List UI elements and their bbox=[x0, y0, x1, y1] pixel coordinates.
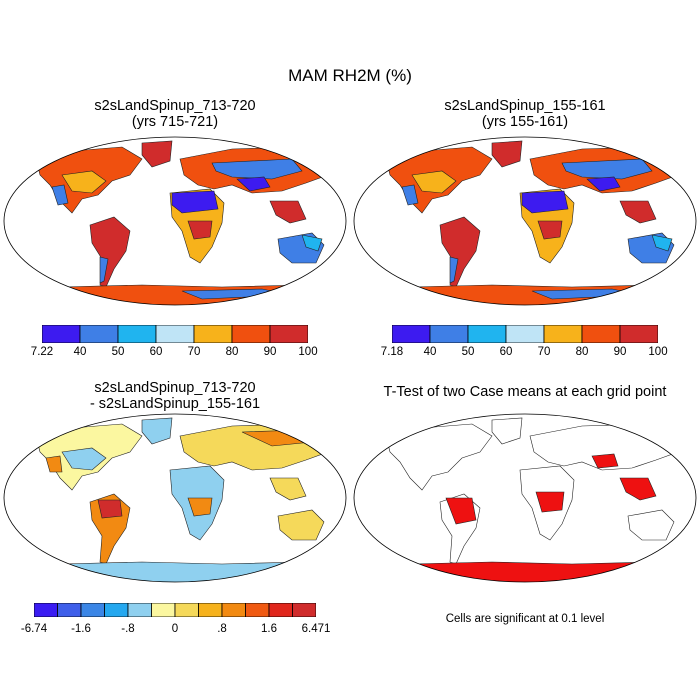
colorbar-difference bbox=[34, 603, 316, 617]
colorbar-swatch bbox=[429, 325, 469, 343]
colorbar-label: 60 bbox=[499, 346, 513, 358]
colorbar-swatch bbox=[268, 603, 293, 617]
colorbar-label: 90 bbox=[263, 346, 277, 358]
colorbar-swatch bbox=[269, 325, 308, 343]
colorbar-swatch bbox=[127, 603, 152, 617]
map-rh-case2 bbox=[353, 136, 697, 306]
colorbar-label: .8 bbox=[217, 623, 227, 635]
colorbar-swatch bbox=[79, 325, 119, 343]
colorbar-label: 70 bbox=[187, 346, 201, 358]
significance-note: Cells are significant at 0.1 level bbox=[445, 613, 605, 625]
colorbar-swatch bbox=[117, 325, 157, 343]
colorbar-swatch bbox=[198, 603, 223, 617]
colorbar-label: 0 bbox=[171, 623, 179, 635]
colorbar-swatch bbox=[619, 325, 658, 343]
colorbar-label: 80 bbox=[225, 346, 239, 358]
colorbar-swatch bbox=[467, 325, 507, 343]
panel4-title: T-Test of two Case means at each grid po… bbox=[383, 384, 667, 400]
colorbar-swatch bbox=[174, 603, 199, 617]
colorbar-swatch bbox=[193, 325, 233, 343]
colorbar-swatch bbox=[505, 325, 545, 343]
colorbar-label: -.8 bbox=[121, 623, 135, 635]
colorbar-label: -1.6 bbox=[71, 623, 91, 635]
colorbar-swatch bbox=[57, 603, 82, 617]
panel3-subtitle: - s2sLandSpinup_155-161 bbox=[89, 396, 261, 412]
colorbar-label: 60 bbox=[149, 346, 163, 358]
colorbar-swatch bbox=[245, 603, 270, 617]
colorbar-label: 80 bbox=[575, 346, 589, 358]
colorbar-label: 50 bbox=[461, 346, 475, 358]
colorbar-swatch bbox=[543, 325, 583, 343]
map-rh-case1 bbox=[3, 136, 347, 306]
colorbar-swatch bbox=[104, 603, 129, 617]
map-difference bbox=[3, 413, 347, 583]
panel1-title: s2sLandSpinup_713-720 bbox=[94, 98, 256, 114]
colorbar-label: -6.74 bbox=[20, 623, 48, 635]
panel1-subtitle: (yrs 715-721) bbox=[131, 114, 219, 130]
colorbar-label: 100 bbox=[298, 346, 318, 358]
panel2-title: s2sLandSpinup_155-161 bbox=[444, 98, 606, 114]
colorbar-swatch bbox=[80, 603, 105, 617]
colorbar-rh-case1 bbox=[42, 325, 308, 343]
colorbar-label: 70 bbox=[537, 346, 551, 358]
colorbar-swatch bbox=[155, 325, 195, 343]
colorbar-label: 40 bbox=[73, 346, 87, 358]
colorbar-swatch bbox=[42, 325, 81, 343]
colorbar-swatch bbox=[392, 325, 431, 343]
colorbar-label: 7.18 bbox=[380, 346, 404, 358]
panel3-title: s2sLandSpinup_713-720 bbox=[94, 380, 256, 396]
colorbar-swatch bbox=[581, 325, 621, 343]
colorbar-label: 40 bbox=[423, 346, 437, 358]
panel2-subtitle: (yrs 155-161) bbox=[481, 114, 569, 130]
colorbar-label: 7.22 bbox=[30, 346, 54, 358]
colorbar-label: 100 bbox=[648, 346, 668, 358]
colorbar-swatch bbox=[34, 603, 58, 617]
colorbar-label: 90 bbox=[613, 346, 627, 358]
colorbar-swatch bbox=[231, 325, 271, 343]
colorbar-label: 50 bbox=[111, 346, 125, 358]
colorbar-swatch bbox=[221, 603, 246, 617]
map-ttest bbox=[353, 413, 697, 583]
colorbar-label: 1.6 bbox=[261, 623, 277, 635]
colorbar-rh-case2 bbox=[392, 325, 658, 343]
colorbar-swatch bbox=[292, 603, 316, 617]
figure-title: MAM RH2M (%) bbox=[288, 66, 412, 85]
colorbar-label: 6.471 bbox=[301, 623, 331, 635]
colorbar-swatch bbox=[151, 603, 176, 617]
